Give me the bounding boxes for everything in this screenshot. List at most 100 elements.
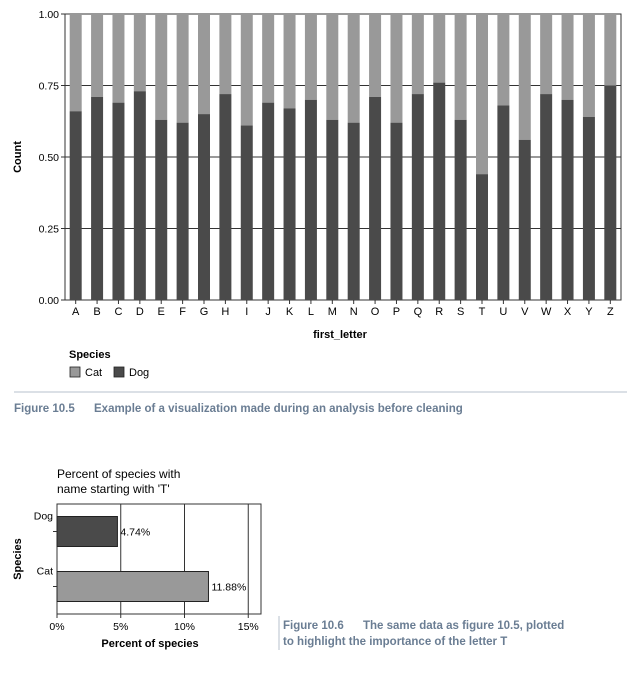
- chart1-x-tick-label: G: [200, 306, 209, 318]
- bar-cat-Z: [604, 14, 617, 86]
- bar-dog-W: [540, 94, 553, 300]
- bar-cat-P: [390, 14, 403, 123]
- bar-dog-Q: [411, 94, 424, 300]
- bar-dog: [56, 516, 118, 547]
- chart1-x-tick-label: B: [93, 306, 100, 318]
- bar-cat-V: [518, 14, 531, 140]
- bar-dog-L: [304, 99, 317, 300]
- chart2-x-axis-title: Percent of species: [101, 638, 198, 650]
- chart1-x-tick-label: J: [265, 306, 271, 318]
- bar-dog-E: [155, 119, 168, 300]
- chart1-x-tick-label: L: [308, 306, 314, 318]
- chart1-x-tick-label: R: [435, 306, 443, 318]
- bar-cat-Y: [582, 14, 595, 117]
- chart2-bars: 4.74% 11.88%: [56, 516, 246, 602]
- bar-cat-T: [476, 14, 488, 175]
- chart1-y-tick-label: 0.50: [39, 152, 60, 164]
- chart1-x-tick-label: Q: [414, 306, 423, 318]
- bar-dog-B: [91, 96, 104, 300]
- chart1-x-tick-label: D: [136, 306, 144, 318]
- legend-swatch-dog: [113, 366, 125, 378]
- caption2-text-line-2: to highlight the importance of the lette…: [283, 636, 507, 648]
- bar-dog-I: [240, 125, 253, 300]
- chart1-x-tick-label: Z: [607, 306, 614, 318]
- bar-dog-P: [390, 122, 403, 301]
- legend-label-cat: Cat: [85, 367, 102, 379]
- bar-cat-G: [198, 14, 210, 115]
- bar-dog-X: [561, 99, 574, 300]
- caption2-text-line-1: The same data as figure 10.5, plotted: [363, 620, 564, 632]
- chart1-x-tick-label: K: [286, 306, 294, 318]
- chart1-bars: [69, 14, 617, 301]
- chart1-x-tick-label: X: [564, 306, 572, 318]
- bar-dog-U: [497, 105, 510, 301]
- data-label-dog: 4.74%: [120, 527, 150, 539]
- bar-cat-B: [91, 14, 104, 97]
- chart1-x-tick-label: M: [328, 306, 337, 318]
- bar-dog-V: [518, 139, 531, 300]
- chart1-y-tick-label: 0.25: [39, 224, 60, 236]
- chart1-x-tick-label: T: [479, 306, 486, 318]
- chart1-x-tick-label: F: [179, 306, 186, 318]
- chart2-x-tick-label: 10%: [174, 621, 195, 633]
- chart2-title-line-2: name starting with 'T': [57, 482, 170, 496]
- chart1-x-tick-label: A: [72, 306, 80, 318]
- bar-cat: [56, 571, 209, 602]
- chart1-x-axis-title: first_letter: [313, 329, 368, 341]
- bar-dog-Z: [604, 85, 617, 300]
- chart1-x-tick-label: U: [499, 306, 507, 318]
- chart1-y-axis-title: Count: [12, 141, 24, 173]
- chart1-y-tick-label: 0.00: [39, 295, 60, 307]
- chart2-y-axis-title: Species: [12, 538, 24, 580]
- bar-cat-N: [347, 14, 360, 123]
- bar-dog-F: [176, 122, 189, 301]
- bar-cat-D: [133, 14, 146, 92]
- bar-cat-X: [561, 14, 574, 100]
- chart2-y-tick-label: Cat: [37, 566, 53, 578]
- bar-dog-R: [433, 82, 446, 300]
- bar-cat-I: [240, 14, 253, 126]
- chart1-x-tick-label: W: [541, 306, 552, 318]
- bar-cat-O: [369, 14, 382, 97]
- legend-title: Species: [69, 349, 111, 361]
- chart1-x-tick-label: O: [371, 306, 380, 318]
- bar-dog-G: [198, 114, 210, 300]
- chart1-x-tick-label: H: [221, 306, 229, 318]
- chart2-y-tick-label: Dog: [34, 511, 53, 523]
- chart2-title-line-1: Percent of species with: [57, 467, 180, 481]
- bar-dog-S: [454, 119, 467, 300]
- chart1-y-tick-label: 1.00: [39, 9, 60, 21]
- chart2-x-tick-label: 5%: [113, 621, 128, 633]
- chart2-x-ticks: 0% 5% 10% 15%: [49, 614, 259, 633]
- bar-dog-Y: [582, 116, 595, 301]
- bar-dog-N: [347, 122, 360, 301]
- bar-cat-Q: [411, 14, 424, 95]
- bar-cat-H: [219, 14, 232, 95]
- bar-dog-T: [476, 174, 488, 300]
- bar-cat-C: [112, 14, 125, 103]
- bar-cat-J: [262, 14, 275, 103]
- bar-cat-A: [69, 14, 82, 112]
- bar-dog-C: [112, 102, 125, 300]
- bar-dog-O: [369, 96, 382, 300]
- caption2-label: Figure 10.6: [283, 620, 344, 632]
- bar-cat-F: [176, 14, 189, 123]
- data-label-cat: 11.88%: [211, 582, 246, 594]
- legend-label-dog: Dog: [129, 367, 149, 379]
- bar-cat-U: [497, 14, 510, 106]
- bar-dog-D: [133, 91, 146, 300]
- horizontal-bar-chart: Percent of species with name starting wi…: [12, 467, 262, 650]
- bar-dog-J: [262, 102, 275, 300]
- bar-cat-R: [433, 14, 446, 83]
- chart1-x-tick-label: N: [350, 306, 358, 318]
- bar-cat-W: [540, 14, 553, 95]
- bar-dog-M: [326, 119, 339, 300]
- legend-swatch-cat: [69, 366, 81, 378]
- caption1-label: Figure 10.5: [14, 403, 75, 415]
- chart1-x-tick-label: S: [457, 306, 464, 318]
- bar-cat-M: [326, 14, 339, 120]
- caption1-text: Example of a visualization made during a…: [94, 403, 463, 415]
